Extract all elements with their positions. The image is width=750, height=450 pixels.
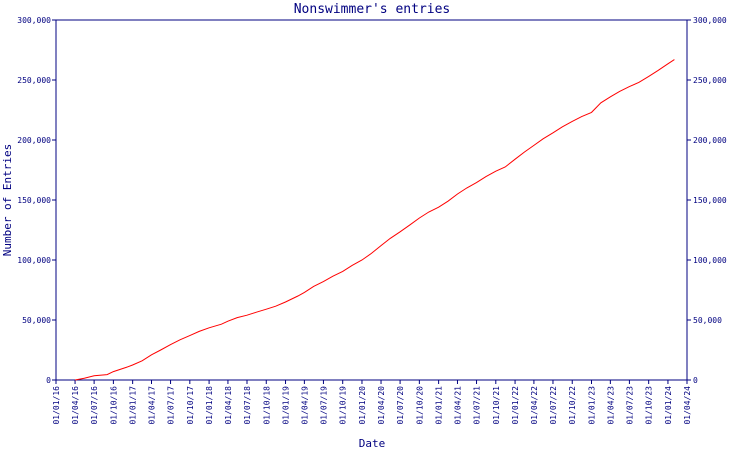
x-tick-label: 01/10/22	[568, 386, 577, 425]
x-tick-label: 01/01/22	[511, 386, 520, 425]
y-tick-label-left: 300,000	[17, 16, 51, 25]
x-tick-label: 01/07/20	[396, 386, 405, 425]
y-tick-label-left: 200,000	[17, 136, 51, 145]
x-tick-label: 01/01/16	[52, 386, 61, 425]
y-axis-title: Number of Entries	[1, 144, 14, 257]
x-tick-label: 01/10/21	[492, 386, 501, 425]
y-tick-label-right: 0	[693, 376, 698, 385]
x-tick-label: 01/07/16	[90, 386, 99, 425]
y-tick-label-right: 250,000	[693, 76, 727, 85]
y-tick-label-left: 50,000	[22, 316, 51, 325]
x-tick-label: 01/07/18	[243, 386, 252, 425]
y-tick-label-right: 50,000	[693, 316, 722, 325]
x-tick-label: 01/01/23	[588, 386, 597, 425]
x-tick-label: 01/04/16	[71, 386, 80, 425]
y-tick-label-right: 100,000	[693, 256, 727, 265]
x-tick-label: 01/10/20	[415, 386, 424, 425]
x-tick-label: 01/04/18	[224, 386, 233, 425]
y-tick-label-left: 0	[46, 376, 51, 385]
x-tick-label: 01/01/20	[358, 386, 367, 425]
x-tick-label: 01/04/22	[530, 386, 539, 425]
x-tick-label: 01/04/21	[453, 386, 462, 425]
x-tick-label: 01/07/19	[319, 386, 328, 425]
x-tick-label: 01/07/17	[167, 386, 176, 425]
x-tick-label: 01/01/18	[205, 386, 214, 425]
x-tick-label: 01/04/19	[300, 386, 309, 425]
x-tick-label: 01/07/22	[549, 386, 558, 425]
y-tick-label-left: 150,000	[17, 196, 51, 205]
x-tick-label: 01/04/20	[377, 386, 386, 425]
y-axis-right: 0 50,000 100,000 150,000 200,000 250,000 300,0…	[687, 16, 727, 385]
x-axis-title: Date	[359, 437, 386, 450]
x-tick-label: 01/01/17	[129, 386, 138, 425]
x-tick-label: 01/01/24	[664, 386, 673, 425]
y-tick-label-right: 300,000	[693, 16, 727, 25]
x-tick-label: 01/01/19	[282, 386, 291, 425]
chart-title: Nonswimmer's entries	[294, 2, 451, 17]
x-tick-label: 01/04/24	[683, 386, 692, 425]
y-tick-label-right: 200,000	[693, 136, 727, 145]
series-line	[75, 59, 675, 381]
x-tick-label: 01/10/17	[186, 386, 195, 425]
y-tick-label-right: 150,000	[693, 196, 727, 205]
y-axis-left: 0 50,000 100,000 150,000 200,000 250,000 300,0…	[17, 16, 56, 385]
x-tick-label: 01/10/16	[109, 386, 118, 425]
plot-frame	[55, 19, 688, 381]
x-tick-label: 01/10/23	[645, 386, 654, 425]
x-tick-label: 01/07/23	[625, 386, 634, 425]
y-tick-label-left: 100,000	[17, 256, 51, 265]
x-axis: 01/01/16 01/04/16 01/07/16 01/10/16 01/01/17…	[52, 380, 692, 425]
x-tick-label: 01/01/21	[435, 386, 444, 425]
x-tick-label: 01/04/23	[606, 386, 615, 425]
x-tick-label: 01/07/21	[473, 386, 482, 425]
x-tick-label: 01/10/18	[262, 386, 271, 425]
x-tick-label: 01/04/17	[147, 386, 156, 425]
y-tick-label-left: 250,000	[17, 76, 51, 85]
x-tick-label: 01/10/19	[339, 386, 348, 425]
